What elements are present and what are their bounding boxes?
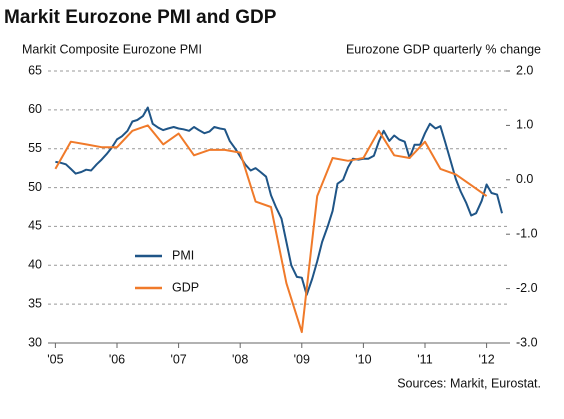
x-tick-label: '05: [47, 352, 63, 366]
y-tick-label: 30: [28, 335, 42, 349]
y-tick-label: 55: [28, 141, 42, 155]
x-tick-label: '10: [355, 352, 371, 366]
y2-axis-label: Eurozone GDP quarterly % change: [346, 42, 541, 56]
y-tick-label: 35: [28, 296, 42, 310]
y-tick-label: 50: [28, 180, 42, 194]
x-tick-label: '09: [294, 352, 310, 366]
x-tick-label: '11: [417, 352, 432, 366]
x-tick-label: '12: [478, 352, 494, 366]
y2-tick-label: 2.0: [516, 63, 533, 77]
y-axis-label: Markit Composite Eurozone PMI: [22, 42, 202, 56]
source: Sources: Markit, Eurostat.: [397, 376, 541, 390]
chart-title: Markit Eurozone PMI and GDP: [4, 7, 277, 28]
y-tick-label: 60: [28, 102, 42, 116]
y2-tick-label: 1.0: [516, 118, 533, 132]
line-pmi: [55, 106, 503, 296]
y2-tick-label: -1.0: [516, 226, 538, 240]
y2-tick-label: -2.0: [516, 281, 538, 295]
y-tick-label: 45: [28, 219, 42, 233]
y-tick-label: 65: [28, 63, 42, 77]
x-tick-label: '08: [232, 352, 248, 366]
legend-label: PMI: [172, 248, 194, 262]
y2-tick-label: 0.0: [516, 172, 533, 186]
y2-tick-label: -3.0: [516, 335, 538, 349]
line-gdp: [54, 124, 488, 334]
y-tick-label: 40: [28, 258, 42, 272]
x-tick-label: '06: [109, 352, 125, 366]
legend-label: GDP: [172, 280, 199, 294]
x-tick-label: '07: [170, 352, 186, 366]
